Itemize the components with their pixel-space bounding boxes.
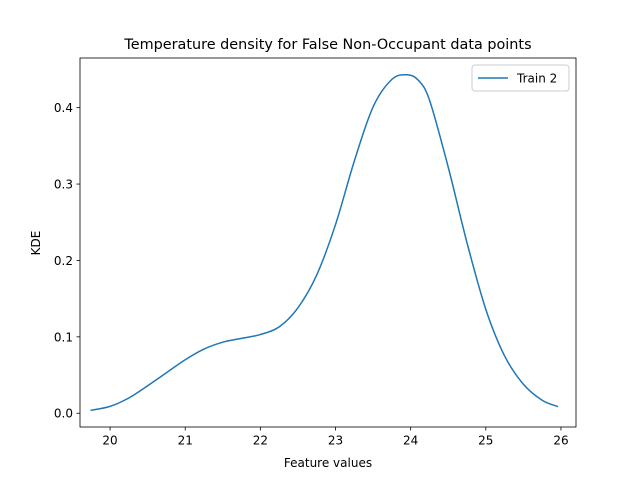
- y-tick-label: 0.2: [54, 254, 73, 268]
- x-tick-label: 25: [478, 434, 493, 448]
- series-layer: [90, 73, 559, 412]
- chart-title: Temperature density for False Non-Occupa…: [123, 37, 531, 53]
- x-axis-ticks: 20 21 22 23 24 25 26: [102, 427, 569, 448]
- y-axis-ticks: 0.0 0.1 0.2 0.3 0.4: [54, 101, 80, 421]
- y-tick-label: 0.3: [54, 178, 73, 192]
- legend: Train 2: [471, 64, 570, 92]
- series-line-train-2: [90, 73, 559, 412]
- y-tick-label: 0.0: [54, 407, 73, 421]
- x-axis-label: Feature values: [284, 456, 372, 470]
- y-axis-label: KDE: [29, 231, 43, 256]
- axes-frame: [79, 57, 577, 428]
- x-tick-label: 20: [102, 434, 117, 448]
- y-tick-label: 0.4: [54, 101, 73, 115]
- x-tick-label: 24: [403, 434, 418, 448]
- legend-box: [471, 64, 570, 92]
- legend-label-train-2: Train 2: [516, 72, 557, 86]
- x-tick-label: 23: [328, 434, 343, 448]
- plot-area: [79, 57, 577, 428]
- y-tick-label: 0.1: [54, 330, 73, 344]
- x-tick-label: 22: [253, 434, 268, 448]
- x-tick-label: 21: [178, 434, 193, 448]
- x-tick-label: 26: [553, 434, 568, 448]
- plot-background: [80, 58, 576, 427]
